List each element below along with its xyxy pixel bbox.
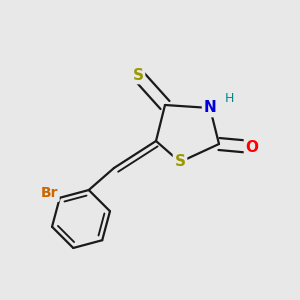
- Text: S: S: [175, 154, 185, 169]
- Text: S: S: [133, 68, 143, 82]
- Text: H: H: [225, 92, 234, 106]
- Text: O: O: [245, 140, 259, 154]
- Text: N: N: [204, 100, 216, 116]
- Text: Br: Br: [40, 186, 58, 200]
